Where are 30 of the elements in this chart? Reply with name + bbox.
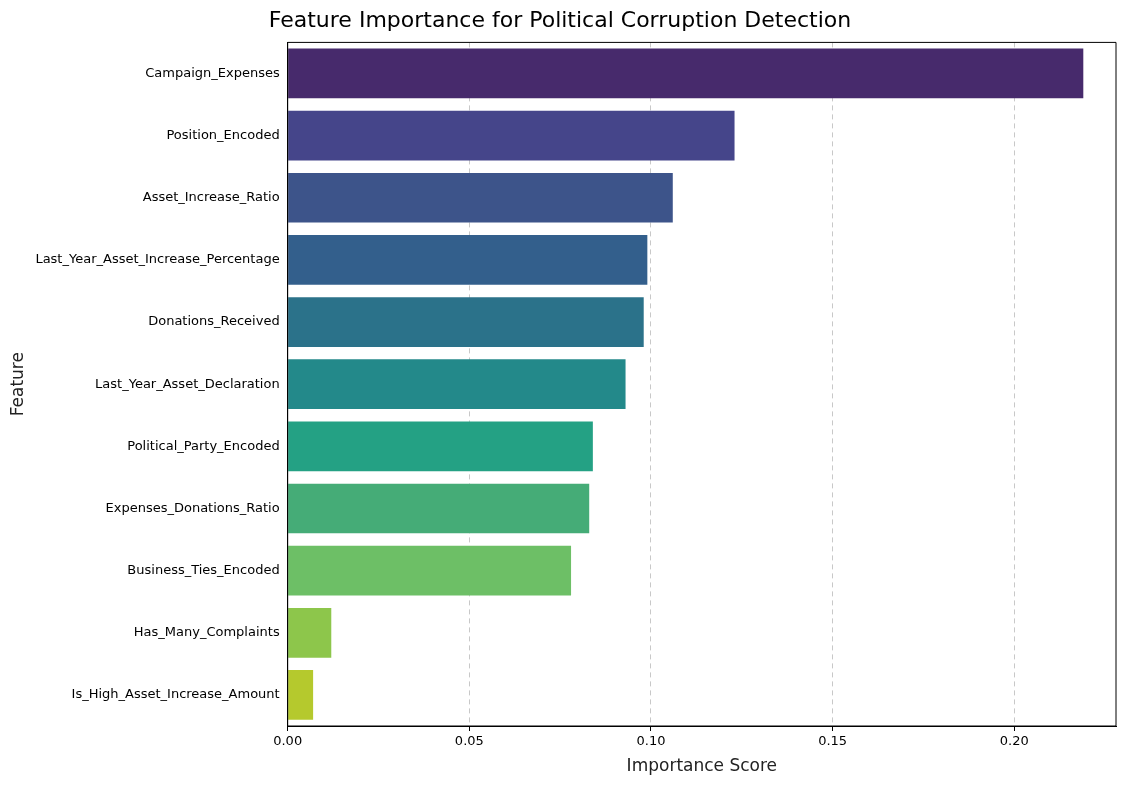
y-tick-label: Last_Year_Asset_Increase_Percentage	[35, 251, 280, 267]
bar	[288, 545, 572, 596]
bar	[288, 235, 648, 285]
bar	[288, 297, 644, 347]
x-tick-label: 0.05	[454, 733, 484, 749]
y-tick-label: Is_High_Asset_Increase_Amount	[71, 686, 280, 702]
bar	[288, 359, 626, 410]
bar	[288, 48, 1084, 99]
x-tick-label: 0.20	[999, 733, 1029, 749]
x-tick-label: 0.00	[273, 733, 303, 749]
x-tick-label: 0.10	[636, 733, 666, 749]
bar	[288, 483, 590, 534]
x-axis-title: Importance Score	[626, 755, 778, 776]
y-tick-label: Last_Year_Asset_Declaration	[95, 375, 280, 391]
y-tick-label: Political_Party_Encoded	[127, 437, 280, 453]
y-tick-label: Has_Many_Complaints	[133, 624, 280, 640]
bar	[288, 421, 593, 472]
y-tick-label: Campaign_Expenses	[145, 64, 280, 80]
bar	[288, 172, 673, 223]
y-tick-label: Expenses_Donations_Ratio	[105, 499, 280, 515]
bar	[288, 607, 332, 658]
y-tick-label: Business_Ties_Encoded	[127, 562, 280, 578]
y-tick-label: Donations_Received	[148, 313, 280, 329]
bar	[288, 110, 735, 161]
y-tick-label: Asset_Increase_Ratio	[142, 189, 280, 205]
x-tick-label: 0.15	[818, 733, 848, 749]
y-axis-title: Feature	[6, 352, 27, 417]
y-tick-label: Position_Encoded	[166, 126, 280, 142]
bar	[288, 670, 314, 720]
chart-title: Feature Importance for Political Corruption Detection	[268, 6, 852, 32]
